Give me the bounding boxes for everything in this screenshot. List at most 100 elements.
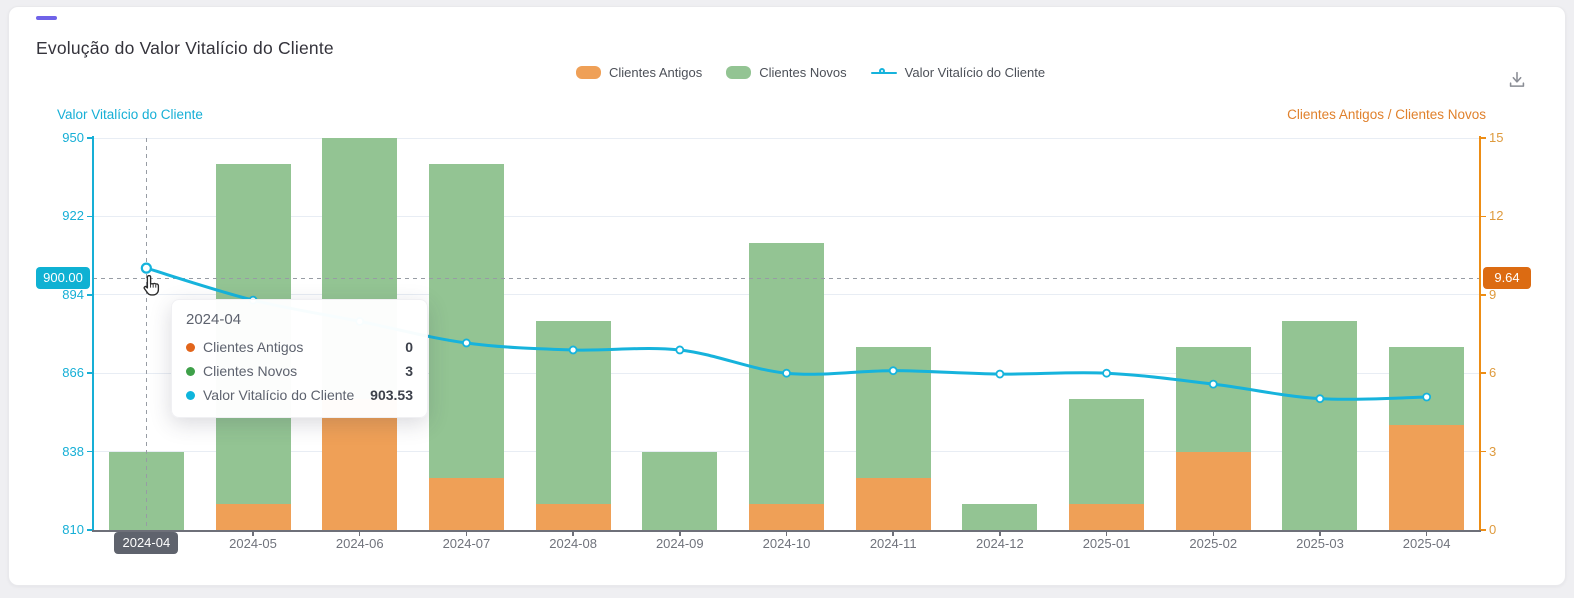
right-axis-tick [1481, 294, 1486, 296]
tooltip-row: Clientes Novos 3 [186, 359, 413, 383]
bar-segment-clientes-novos[interactable] [1175, 347, 1251, 452]
bar-segment-clientes-novos[interactable] [749, 242, 824, 504]
x-axis-tick [679, 531, 681, 536]
legend-swatch [576, 66, 601, 79]
x-axis-label-highlighted: 2024-04 [114, 532, 179, 554]
x-axis-tick [785, 531, 788, 536]
tooltip-title: 2024-04 [186, 311, 242, 328]
left-axis-tick-label: 838 [62, 443, 84, 459]
bar-segment-clientes-antigos[interactable] [428, 477, 504, 530]
left-axis-tick [87, 372, 92, 374]
chart-legend: Clientes Antigos Clientes Novos Valor Vita… [576, 65, 1045, 80]
x-axis-label: 2024-09 [655, 536, 704, 551]
x-axis-label: 2025-04 [1402, 536, 1451, 551]
bar-segment-clientes-novos[interactable] [535, 320, 611, 504]
crosshair-right-value: 9.64 [1483, 267, 1531, 289]
chart-tooltip: 2024-04 Clientes Antigos 0 Clientes Novos 3… [171, 299, 428, 418]
left-axis-tick-label: 922 [62, 208, 84, 224]
legend-item-3[interactable]: Valor Vitalício do Cliente [870, 65, 1046, 80]
tooltip-series-value: 0 [405, 339, 413, 355]
left-axis-tick-label: 866 [62, 365, 84, 381]
bar-segment-clientes-antigos[interactable] [322, 399, 398, 530]
tooltip-series-dot [186, 342, 195, 352]
legend-label: Valor Vitalício do Cliente [904, 65, 1046, 80]
bar-segment-clientes-novos[interactable] [1282, 320, 1358, 530]
tooltip-series-dot [186, 366, 195, 376]
x-axis-label: 2024-11 [869, 536, 917, 551]
right-axis-tick-label: 0 [1489, 522, 1497, 537]
legend-label: Clientes Novos [759, 65, 847, 80]
right-axis-tick [1481, 372, 1486, 374]
download-icon [1506, 69, 1528, 91]
left-axis-title: Valor Vitalício do Cliente [57, 107, 203, 122]
tooltip-series-label: Clientes Novos [203, 363, 298, 379]
legend-swatch [726, 66, 752, 79]
left-axis-tick [87, 450, 92, 453]
bar-segment-clientes-antigos[interactable] [1069, 503, 1145, 530]
title-accent-dash [36, 16, 57, 20]
bar-segment-clientes-novos[interactable] [1389, 347, 1465, 426]
right-axis-tick-label: 3 [1489, 443, 1497, 459]
legend-item-1[interactable]: Clientes Antigos [576, 65, 702, 80]
bar-segment-clientes-novos[interactable] [855, 347, 931, 478]
left-axis-tick-label: 950 [62, 130, 84, 145]
right-axis-tick [1481, 215, 1486, 218]
x-axis-label: 2024-07 [442, 536, 491, 551]
x-axis-label: 2024-06 [335, 536, 384, 551]
bar-segment-clientes-antigos[interactable] [749, 503, 824, 530]
right-axis-tick [1481, 137, 1486, 139]
bar-segment-clientes-antigos[interactable] [535, 503, 611, 530]
pointer-hand-cursor [139, 273, 164, 298]
bar-segment-clientes-antigos[interactable] [1389, 425, 1465, 530]
legend-line-symbol [870, 66, 897, 79]
x-axis-label: 2024-10 [762, 536, 811, 551]
bar-segment-clientes-novos[interactable] [642, 451, 718, 530]
bar-segment-clientes-novos[interactable] [962, 503, 1038, 530]
legend-item-2[interactable]: Clientes Novos [726, 65, 847, 80]
crosshair-vertical-line [146, 138, 148, 532]
bar-segment-clientes-novos[interactable] [428, 164, 504, 478]
bar-segment-clientes-novos[interactable] [1069, 399, 1145, 504]
right-axis-line [1479, 136, 1481, 531]
left-axis-tick-label: 894 [62, 286, 84, 302]
gridline [93, 215, 1480, 217]
right-axis-tick-label: 15 [1489, 130, 1504, 145]
x-axis-tick [572, 531, 574, 536]
right-axis-tick [1481, 450, 1486, 453]
tooltip-row: Valor Vitalício do Cliente 903.53 [186, 383, 413, 407]
right-axis-title: Clientes Antigos / Clientes Novos [1287, 107, 1486, 122]
bar-segment-clientes-antigos[interactable] [215, 503, 291, 530]
x-axis-label: 2024-08 [549, 536, 597, 551]
right-axis-tick-label: 12 [1489, 208, 1504, 224]
x-axis-line [92, 530, 1481, 532]
x-axis-label: 2025-02 [1189, 536, 1238, 551]
x-axis-tick [1425, 531, 1428, 536]
download-button[interactable] [1503, 66, 1531, 94]
left-axis-tick [87, 137, 92, 139]
left-axis-line [92, 136, 94, 531]
x-axis-tick [465, 531, 468, 536]
chart-title: Evolução do Valor Vitalício do Cliente [36, 38, 334, 58]
tooltip-series-dot [186, 390, 195, 400]
x-axis-tick [1319, 531, 1321, 536]
tooltip-series-label: Clientes Antigos [203, 339, 304, 355]
left-axis-tick [87, 215, 92, 218]
left-axis-tick [87, 294, 92, 296]
x-axis-label: 2025-03 [1296, 536, 1344, 551]
bar-segment-clientes-antigos[interactable] [1175, 451, 1251, 530]
tooltip-series-value: 903.53 [370, 387, 413, 403]
legend-label: Clientes Antigos [609, 65, 703, 80]
x-axis-label: 2024-12 [976, 536, 1024, 551]
x-axis-tick [1212, 531, 1215, 536]
crosshair-left-value: 900.00 [36, 267, 90, 289]
right-axis-tick-label: 6 [1489, 365, 1497, 381]
x-axis-tick [252, 531, 254, 536]
right-axis-tick-label: 9 [1489, 286, 1497, 302]
bar-segment-clientes-antigos[interactable] [855, 477, 931, 530]
left-axis-tick [87, 529, 92, 531]
right-axis-tick [1481, 529, 1486, 531]
x-axis-tick [999, 531, 1001, 536]
tooltip-row: Clientes Antigos 0 [186, 335, 413, 359]
tooltip-series-label: Valor Vitalício do Cliente [203, 387, 355, 403]
